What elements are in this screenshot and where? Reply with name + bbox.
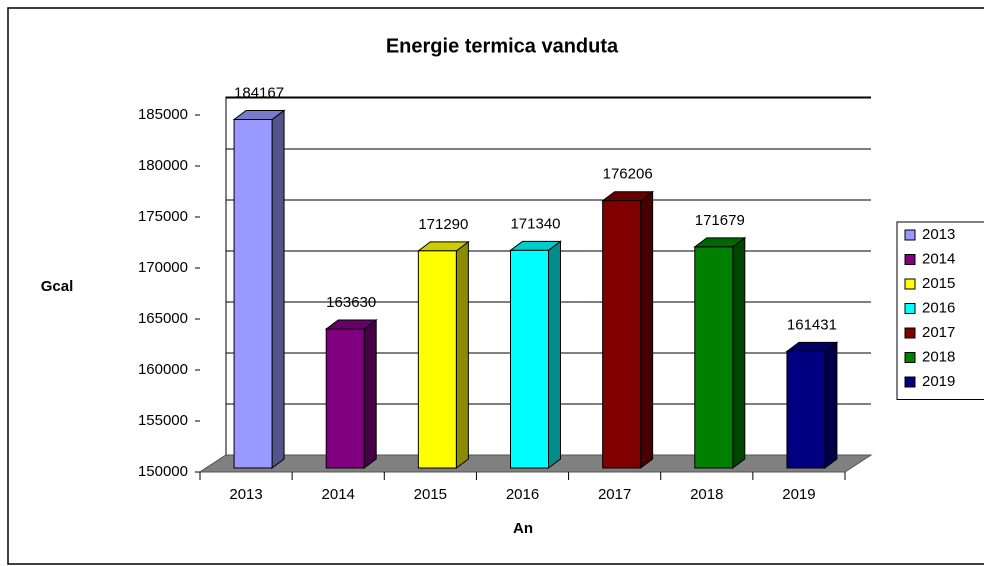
legend-label: 2019: [922, 373, 955, 390]
bar: [786, 350, 826, 469]
data-label: 161431: [787, 316, 837, 333]
bar: [417, 250, 457, 469]
legend-swatch: [904, 376, 916, 388]
y-axis-label: Gcal: [41, 278, 74, 295]
bar-side: [732, 236, 746, 469]
bar-side: [824, 341, 838, 469]
y-tick-label: 180000: [138, 157, 188, 174]
legend-label: 2017: [922, 324, 955, 341]
data-label: 163630: [326, 294, 376, 311]
y-tick-label: 155000: [138, 412, 188, 429]
chart-title: Energie termica vanduta: [386, 35, 619, 57]
data-label: 184167: [234, 84, 284, 101]
legend-swatch: [904, 352, 916, 363]
bar-side: [363, 318, 377, 469]
legend-swatch: [904, 303, 916, 314]
legend-label: 2014: [922, 250, 955, 267]
bar-side: [640, 190, 654, 469]
bar: [602, 200, 642, 469]
x-tick-label: 2019: [782, 486, 815, 503]
legend-swatch: [904, 254, 916, 265]
y-tick-label: 185000: [138, 106, 188, 123]
data-label: 176206: [603, 166, 653, 183]
data-label: 171340: [510, 215, 560, 232]
y-tick-label: 170000: [138, 259, 188, 276]
legend-swatch: [904, 327, 916, 339]
bar: [325, 328, 365, 469]
x-tick-label: 2015: [414, 486, 447, 503]
bar-side: [271, 109, 285, 469]
legend-label: 2016: [922, 299, 955, 316]
legend-swatch: [904, 229, 916, 241]
back-wall: [225, 96, 871, 455]
bar-side: [455, 240, 469, 469]
x-axis-label: An: [513, 520, 533, 537]
legend-label: 2015: [922, 275, 955, 292]
y-tick-label: 150000: [138, 463, 188, 480]
legend-swatch: [904, 278, 916, 290]
legend-label: 2018: [922, 348, 955, 365]
legend-label: 2013: [922, 226, 955, 243]
y-tick-label: 175000: [138, 208, 188, 225]
x-tick-label: 2016: [506, 486, 539, 503]
bar-side: [548, 240, 561, 469]
y-tick-label: 160000: [138, 361, 188, 378]
bar: [510, 249, 549, 469]
chart-border: [7, 7, 984, 565]
x-tick-label: 2017: [598, 486, 631, 503]
y-tick-label: 165000: [138, 310, 188, 327]
bar: [694, 246, 734, 469]
data-label: 171679: [695, 212, 745, 229]
bar: [233, 118, 273, 469]
x-tick-label: 2014: [322, 486, 355, 503]
x-tick-label: 2018: [690, 486, 723, 503]
data-label: 171290: [418, 216, 468, 233]
x-tick-label: 2013: [229, 486, 262, 503]
